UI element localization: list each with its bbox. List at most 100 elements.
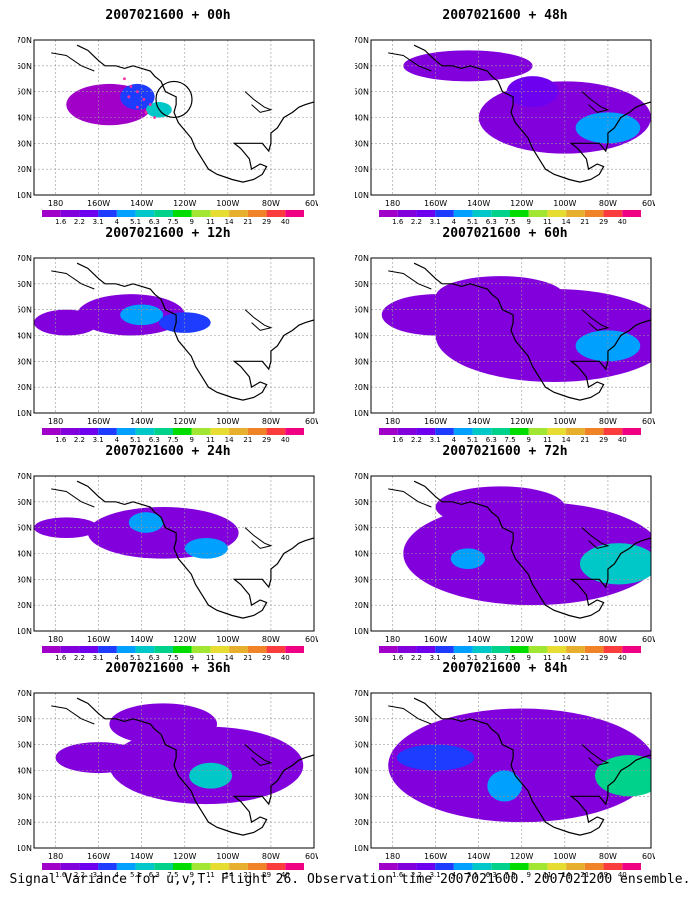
colorbar-level-label: 5.1 [467,436,478,444]
colorbar-level-label: 6.3 [486,871,497,879]
colorbar-level-label: 3.1 [93,436,104,444]
lat-tick-label: 20N [355,601,369,610]
colorbar-level-label: 9 [189,654,193,662]
colorbar-swatch [266,210,286,217]
coastline [413,480,651,619]
map-plot: 70N 60N 50N 40N 30N 20N 10N 180 160W 140W 120W 100W… [355,472,655,662]
colorbar-swatch [622,428,641,435]
colorbar-swatch [472,428,492,435]
colorbar-swatch [266,863,286,870]
colorbar-swatch [397,428,417,435]
colorbar-swatch [510,646,529,653]
colorbar-swatch [379,210,398,217]
colorbar-level-label: 4 [115,871,120,879]
lat-tick-label: 30N [18,139,32,148]
coastline-alaska [388,270,432,290]
colorbar-swatch [566,428,585,435]
colorbar-level-label: 21 [580,871,589,879]
colorbar-swatch [416,863,436,870]
colorbar-level-label: 1.6 [392,654,404,662]
lon-tick-label: 160W [87,635,110,644]
colorbar-swatch [191,428,211,435]
lon-tick-label: 100W [553,199,576,208]
variance-contour [450,548,486,569]
colorbar-swatch [210,210,230,217]
panel-title: 2007021600 + 24h [105,444,231,459]
colorbar-level-label: 3.1 [430,871,441,879]
colorbar-level-label: 7.5 [167,871,178,879]
map-frame [370,39,652,196]
lat-tick-label: 50N [18,741,32,750]
lat-tick-label: 70N [355,689,369,698]
observation-region-circle [155,80,193,119]
colorbar-level-label: 2.2 [74,654,85,662]
map-panel-00h: 2007021600 + 00h 70N 60N 50N 40N 30N 20N 10N 180… [18,8,318,226]
colorbar-level-label: 11 [206,654,215,662]
lon-tick-label: 100W [216,635,239,644]
map-panel-24h: 2007021600 + 24h 70N 60N 50N 40N 30N 20N 10N 180… [18,444,318,662]
panel-title: 2007021600 + 72h [442,444,568,459]
colorbar-swatch [584,863,604,870]
lon-tick-label: 100W [553,635,576,644]
colorbar-level-label: 7.5 [167,436,178,444]
lon-tick-label: 160W [424,852,447,861]
map-frame [33,692,315,849]
colorbar-swatch [266,646,286,653]
lat-tick-label: 10N [355,627,369,636]
colorbar-level-label: 6.3 [486,218,497,226]
colorbar-level-label: 7.5 [167,218,178,226]
colorbar-swatch [266,428,286,435]
observation-point [123,77,126,81]
lat-tick-label: 70N [18,36,32,45]
variance-contour [34,309,99,336]
colorbar-swatch [285,428,304,435]
colorbar-swatch [229,863,248,870]
coastline-great-lakes [244,527,273,549]
map-panel-48h: 2007021600 + 48h 70N 60N 50N 40N 30N 20N 10N 180… [355,8,655,226]
lon-tick-label: 120W [173,417,196,426]
colorbar-swatch [397,863,417,870]
colorbar-level-label: 29 [599,436,608,444]
colorbar-level-label: 40 [618,218,627,226]
colorbar-level-label: 29 [599,654,608,662]
lat-tick-label: 30N [18,792,32,801]
colorbar-level-label: 29 [599,218,608,226]
lat-tick-label: 20N [355,818,369,827]
colorbar-level-label: 2.2 [411,871,422,879]
colorbar-swatch [453,863,473,870]
colorbar-swatch [173,210,192,217]
lon-tick-label: 60W [305,852,318,861]
lon-tick-label: 100W [216,417,239,426]
coastline-alaska [51,270,95,290]
panel-title: 2007021600 + 36h [105,661,231,676]
colorbar-level-label: 5.1 [130,436,141,444]
colorbar-level-label: 6.3 [486,436,497,444]
lat-tick-label: 40N [18,114,32,123]
coastline-alaska [388,52,432,72]
coastline-alaska [51,52,95,72]
colorbar-swatch [42,646,61,653]
map-plot: 70N 60N 50N 40N 30N 20N 10N 180 160W 140W 120W 100W… [18,689,318,879]
colorbar-swatch [603,646,623,653]
variance-contour [575,112,641,144]
colorbar-level-label: 1.6 [392,436,404,444]
observation-point [144,110,148,114]
colorbar-swatch [379,863,398,870]
colorbar-level-label: 40 [618,654,627,662]
colorbar-swatch [528,210,548,217]
colorbar-level-label: 21 [243,218,252,226]
colorbar-swatch [622,646,641,653]
colorbar-swatch [135,210,155,217]
colorbar-level-label: 40 [281,871,290,879]
colorbar-level-label: 7.5 [504,871,515,879]
lon-tick-label: 80W [599,417,617,426]
lat-tick-label: 10N [18,191,32,200]
lon-tick-label: 140W [130,199,153,208]
colorbar-level-label: 14 [225,871,234,879]
colorbar-level-label: 2.2 [411,654,422,662]
lat-tick-label: 40N [355,114,369,123]
colorbar-swatch [584,428,604,435]
variance-contour [184,538,228,559]
colorbar-level-label: 11 [206,218,215,226]
colorbar-swatch [154,428,173,435]
